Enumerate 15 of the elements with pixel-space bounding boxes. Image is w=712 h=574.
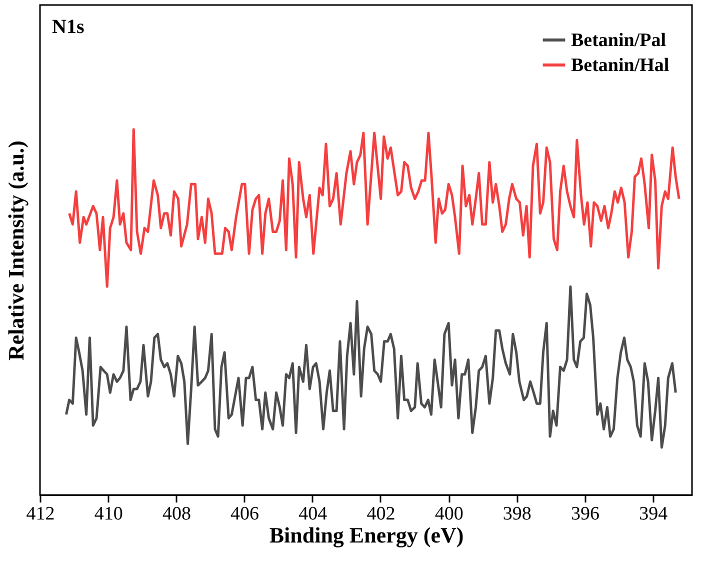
x-tick-label: 406	[230, 504, 260, 524]
x-tick-label: 398	[502, 504, 532, 524]
x-tick-label: 402	[366, 504, 396, 524]
y-axis-title: Relative Intensity (a.u.)	[4, 140, 28, 360]
x-tick-label: 410	[94, 504, 123, 524]
legend-label: Betanin/Pal	[571, 30, 666, 51]
x-tick-label: 412	[26, 504, 55, 524]
x-tick-label: 400	[434, 504, 464, 524]
text: N1s	[52, 16, 84, 38]
x-tick-label: 408	[162, 504, 191, 524]
x-tick-label: 394	[639, 504, 668, 524]
legend-label: Betanin/Hal	[571, 55, 670, 76]
x-tick-label: 396	[571, 504, 600, 524]
x-axis-title: Binding Energy (eV)	[269, 522, 464, 548]
x-tick-label: 404	[298, 504, 328, 524]
